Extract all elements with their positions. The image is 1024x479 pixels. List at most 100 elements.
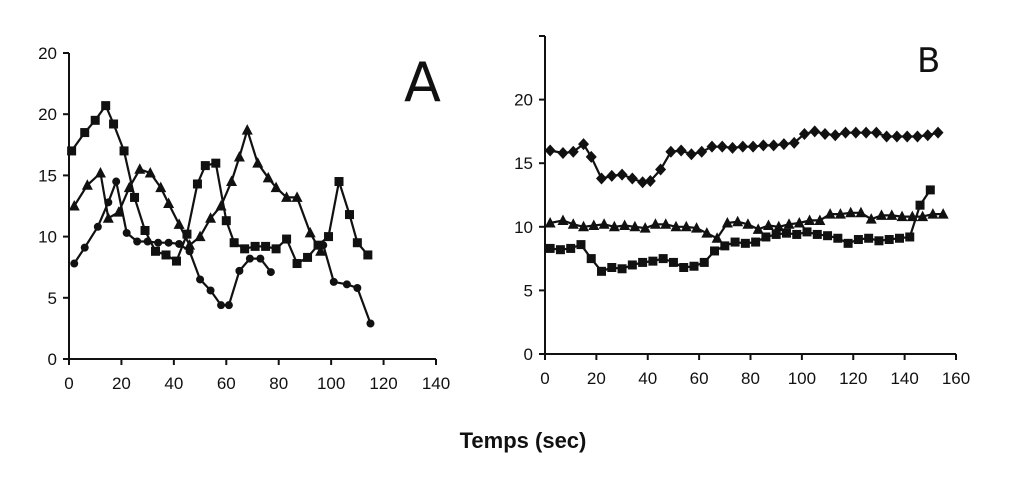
- data-point-b-squares: [607, 263, 617, 273]
- data-point-b-diamonds: [901, 130, 913, 143]
- data-point-a-circles: [112, 177, 121, 186]
- y-tick-label-a: 0: [48, 350, 57, 369]
- data-point-b-squares: [884, 235, 894, 245]
- data-point-b-diamonds: [567, 145, 579, 158]
- data-point-a-circles: [217, 301, 226, 310]
- data-point-b-triangles: [578, 220, 590, 232]
- data-point-b-diamonds: [655, 163, 667, 176]
- data-point-b-squares: [627, 260, 637, 270]
- data-point-a-circles: [70, 259, 79, 268]
- data-point-a-circles-2: [366, 319, 375, 328]
- x-tick-label-a: 140: [422, 374, 450, 393]
- data-point-a-squares: [261, 241, 271, 251]
- data-point-b-squares: [915, 200, 925, 210]
- panel-label-b: B: [917, 41, 940, 81]
- data-point-b-diamonds: [778, 138, 790, 151]
- data-point-b-diamonds: [798, 127, 810, 140]
- data-point-a-circles: [104, 198, 113, 207]
- data-point-b-diamonds: [606, 169, 618, 182]
- data-point-b-triangles: [732, 215, 744, 227]
- data-point-b-triangles: [567, 218, 579, 229]
- y-tick-label-a: 20: [38, 44, 57, 63]
- x-tick-label-b: 80: [741, 369, 760, 388]
- data-point-b-diamonds: [596, 172, 608, 185]
- data-point-b-triangles: [865, 213, 877, 224]
- data-point-a-squares: [140, 225, 150, 235]
- data-point-b-squares: [617, 264, 627, 274]
- data-point-b-diamonds: [578, 138, 590, 151]
- data-point-b-diamonds: [768, 139, 780, 152]
- data-point-b-triangles: [670, 220, 682, 232]
- data-point-b-triangles: [834, 208, 846, 219]
- chart-panel-b: B 0 20 40 60 80 100 120 140 160 0 5 10 15 20: [514, 35, 970, 388]
- x-tick-label-b: 120: [839, 369, 867, 388]
- data-point-a-triangles: [205, 212, 217, 223]
- data-point-b-triangles: [773, 220, 785, 232]
- y-tick-label-b: 10: [514, 218, 533, 237]
- data-point-b-squares: [740, 238, 750, 248]
- data-point-b-triangles: [742, 218, 754, 229]
- data-point-a-circles: [206, 286, 215, 295]
- data-point-b-diamonds: [696, 145, 708, 158]
- data-point-b-squares: [864, 233, 874, 243]
- data-point-a-triangles: [134, 163, 146, 174]
- data-point-a-circles: [256, 254, 265, 263]
- data-point-b-triangles: [680, 220, 692, 232]
- data-point-a-circles: [196, 275, 205, 284]
- x-tick-label-a: 60: [217, 374, 236, 393]
- data-point-b-squares: [699, 257, 709, 267]
- data-point-a-circles: [164, 238, 173, 247]
- data-point-b-squares: [648, 256, 658, 266]
- data-point-b-diamonds: [840, 126, 852, 139]
- data-point-b-diamonds: [544, 144, 556, 157]
- data-point-b-diamonds: [626, 172, 638, 185]
- data-point-a-squares: [221, 216, 231, 226]
- data-point-b-triangles: [629, 220, 641, 232]
- data-point-a-circles-2: [342, 280, 351, 289]
- data-point-a-squares: [271, 244, 281, 254]
- data-point-a-circles-2: [329, 277, 338, 286]
- x-tick-label-a: 0: [64, 374, 73, 393]
- data-point-b-squares: [555, 245, 565, 255]
- data-point-a-triangles: [194, 230, 206, 242]
- data-point-b-diamonds: [685, 148, 697, 161]
- data-point-b-triangles: [937, 208, 949, 219]
- data-point-b-diamonds: [747, 140, 759, 153]
- data-point-a-squares: [352, 238, 362, 248]
- data-point-b-diamonds: [644, 175, 656, 188]
- data-point-b-triangles: [649, 218, 661, 229]
- x-tick-label-b: 20: [587, 369, 606, 388]
- data-point-b-triangles: [711, 232, 723, 243]
- y-tick-label-a: 5: [48, 289, 57, 308]
- chart-panel-a: A 0 20 40 60 80 100 120 140 0 5 10 15 20 20: [38, 44, 450, 393]
- data-point-b-squares: [781, 228, 791, 238]
- data-point-b-squares: [823, 231, 833, 241]
- x-tick-label-b: 160: [942, 369, 970, 388]
- data-point-a-circles: [224, 301, 233, 310]
- data-point-b-squares: [658, 254, 668, 264]
- series-line-b-squares: [549, 189, 932, 273]
- data-point-b-squares: [802, 227, 812, 237]
- data-point-a-triangles: [270, 181, 282, 193]
- data-point-b-squares: [894, 233, 904, 243]
- x-tick-label-a: 20: [112, 374, 131, 393]
- data-point-b-diamonds: [727, 141, 739, 154]
- data-point-b-triangles: [845, 206, 857, 218]
- data-point-b-squares: [668, 257, 678, 267]
- y-tick-label-b: 0: [524, 345, 533, 364]
- data-point-b-diamonds: [637, 176, 649, 189]
- data-point-a-circles: [235, 266, 244, 275]
- data-point-b-triangles: [793, 216, 805, 228]
- data-point-b-squares: [689, 261, 699, 271]
- data-point-b-squares: [843, 238, 853, 248]
- data-point-a-triangles: [102, 212, 114, 223]
- data-point-b-squares: [751, 237, 761, 247]
- x-tick-label-a: 80: [269, 374, 288, 393]
- data-point-a-circles: [93, 222, 102, 231]
- data-point-b-triangles: [804, 214, 816, 225]
- data-point-a-circles: [245, 254, 254, 263]
- data-point-a-squares: [182, 229, 192, 239]
- data-point-a-triangles: [241, 124, 253, 135]
- data-point-b-triangles: [896, 210, 908, 222]
